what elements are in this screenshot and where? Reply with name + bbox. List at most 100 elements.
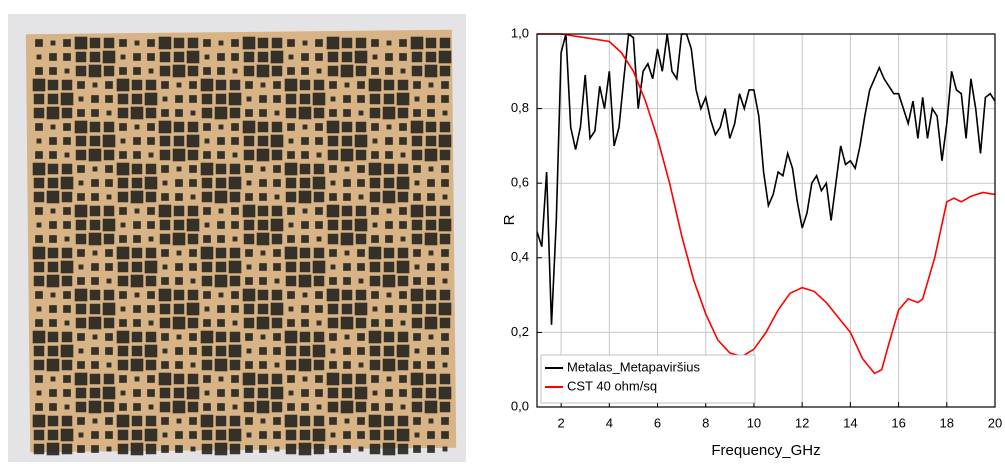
photo-tile	[354, 218, 368, 232]
photo-tile	[372, 306, 378, 312]
photo-tile	[228, 428, 242, 442]
photo-tile	[172, 316, 186, 330]
photo-tile	[330, 180, 336, 186]
photo-tile	[340, 64, 354, 78]
photo-tile	[162, 432, 168, 438]
photo-tile	[147, 389, 155, 397]
photo-tile	[327, 135, 339, 147]
photo-tile	[133, 235, 141, 243]
x-tick-label: 8	[702, 415, 709, 430]
photo-tile	[427, 347, 435, 355]
photo-tile	[103, 401, 115, 413]
photo-tile	[316, 68, 322, 74]
photo-tile	[159, 317, 171, 329]
photo-tile	[368, 330, 382, 344]
photo-tile	[88, 64, 102, 78]
photo-tile	[243, 149, 255, 161]
photo-tile	[63, 375, 71, 383]
photo-tile	[298, 358, 312, 372]
legend-label: Metalas_Metapaviršius	[567, 359, 700, 374]
photo-tile	[75, 317, 87, 329]
photo-tile	[344, 334, 350, 340]
photo-tile	[371, 235, 379, 243]
photo-tile	[343, 277, 351, 285]
photo-tile	[257, 51, 269, 63]
photo-tile	[327, 51, 339, 63]
photo-tile	[77, 361, 85, 369]
photo-tile	[159, 65, 171, 77]
photo-tile	[439, 289, 451, 301]
photo-tile	[215, 247, 227, 259]
photo-tile	[355, 37, 367, 49]
photo-tile	[201, 177, 213, 189]
photo-tile	[413, 109, 421, 117]
photo-tile	[427, 263, 435, 271]
photo-tile	[162, 264, 168, 270]
series-line	[537, 33, 995, 375]
photo-tile	[287, 403, 295, 411]
photo-tile	[274, 278, 280, 284]
photo-tile	[64, 320, 70, 326]
photo-tile	[78, 432, 84, 438]
photo-tile	[147, 305, 155, 313]
photo-tile	[201, 261, 213, 273]
photo-tile	[186, 50, 200, 64]
photo-tile	[326, 120, 340, 134]
photo-tile	[119, 319, 127, 327]
photo-tile	[383, 429, 395, 441]
photo-tile	[229, 191, 241, 203]
photo-tile	[288, 306, 294, 312]
photo-tile	[231, 53, 239, 61]
photo-tile	[147, 221, 155, 229]
photo-tile	[119, 207, 127, 215]
photo-tile	[330, 264, 336, 270]
photo-tile	[260, 418, 266, 424]
photo-tile	[60, 176, 74, 190]
photo-tile	[176, 82, 182, 88]
x-tick-label: 14	[843, 415, 857, 430]
photo-tile	[32, 162, 46, 176]
photo-tile	[187, 233, 199, 245]
photo-tile	[187, 289, 199, 301]
photo-tile	[369, 261, 381, 273]
photo-tile	[259, 445, 267, 453]
photo-tile	[215, 79, 227, 91]
photo-tile	[61, 163, 73, 175]
photo-tile	[313, 247, 325, 259]
photo-tile	[355, 289, 367, 301]
photo-tile	[425, 219, 437, 231]
photo-tile	[49, 53, 57, 61]
photo-tile	[103, 317, 115, 329]
photo-tile	[105, 333, 113, 341]
photo-tile	[243, 135, 255, 147]
photo-tile	[46, 358, 60, 372]
photo-tile	[340, 232, 354, 246]
y-axis-label: R	[501, 214, 518, 225]
x-tick-label: 6	[654, 415, 661, 430]
photo-tile	[386, 208, 392, 214]
photo-tile	[413, 249, 421, 257]
photo-tile	[148, 320, 154, 326]
photo-tile	[232, 404, 238, 410]
photo-tile	[313, 275, 325, 287]
photo-tile	[441, 165, 449, 173]
photo-tile	[274, 362, 280, 368]
photo-tile	[201, 107, 213, 119]
photo-tile	[89, 373, 101, 385]
photo-tile	[89, 121, 101, 133]
photo-tile	[204, 306, 210, 312]
photo-tile	[245, 193, 253, 201]
photo-tile	[187, 373, 199, 385]
photo-tile	[77, 165, 85, 173]
photo-tile	[147, 123, 155, 131]
photo-tile	[343, 361, 351, 369]
photo-tile	[344, 250, 350, 256]
photo-tile	[285, 177, 297, 189]
photo-tile	[63, 305, 71, 313]
photo-tile	[60, 92, 74, 106]
photo-tile	[413, 193, 421, 201]
photo-tile	[256, 316, 270, 330]
photo-tile	[145, 415, 157, 427]
photo-tile	[159, 401, 171, 413]
